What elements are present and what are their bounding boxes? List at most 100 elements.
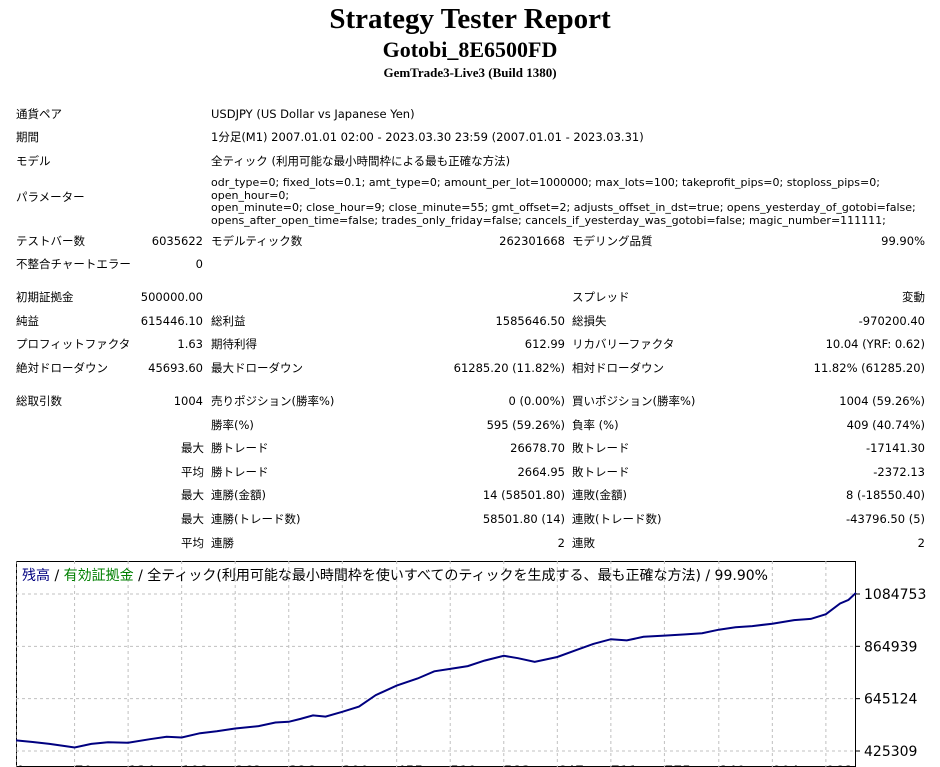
gross-loss-label: 総損失 (572, 314, 607, 328)
x-axis: 0 70 134 198 262 326 390 455 519 583 647 711 775 840 9… (16, 764, 853, 767)
short-positions-label: 売りポジション(勝率%) (211, 394, 335, 408)
x-tick-label: 390 (342, 764, 369, 767)
avg-win-value: 2664.95 (517, 465, 565, 479)
profit-factor-value: 1.63 (177, 337, 203, 351)
x-tick-label: 647 (557, 764, 584, 767)
chart-legend: 残高 / 有効証拠金 / 全ティック(利用可能な最小時間枠を使いすべてのティック… (22, 567, 768, 584)
mismatch-label: 不整合チャートエラー (16, 257, 131, 271)
server-build: GemTrade3-Live3 (Build 1380) (383, 65, 557, 80)
x-tick-label: 262 (235, 764, 262, 767)
recovery-factor-value: 10.04 (YRF: 0.62) (825, 337, 925, 351)
max-label: 最大 (181, 441, 204, 455)
largest-win-value: 26678.70 (510, 441, 565, 455)
avg-win-label: 勝トレード (211, 465, 269, 479)
max-label: 最大 (181, 488, 204, 502)
params-line: opens_after_open_time=false; trades_only… (211, 213, 886, 227)
gross-loss-value: -970200.40 (858, 314, 925, 328)
x-tick-label: 711 (611, 764, 638, 767)
x-tick-label: 0 (16, 764, 25, 767)
long-positions-value: 1004 (59.26%) (839, 394, 925, 408)
net-profit-label: 純益 (16, 314, 39, 328)
consec-losses-count-label: 連敗(トレード数) (572, 512, 662, 526)
x-tick-label: 326 (289, 764, 316, 767)
test-bars-value: 6035622 (151, 234, 203, 248)
model-ticks-value: 262301668 (499, 234, 565, 248)
largest-win-label: 勝トレード (211, 441, 269, 455)
consec-wins-count-value: 58501.80 (14) (482, 512, 565, 526)
recovery-factor-label: リカバリーファクタ (572, 337, 675, 351)
legend-equity: 有効証拠金 (64, 568, 134, 584)
legend-description: / 全ティック(利用可能な最小時間枠を使いすべてのティックを生成する、最も正確な… (134, 567, 768, 584)
report-title: Strategy Tester Report (329, 3, 611, 35)
consec-losses-count-value: -43796.50 (5) (846, 512, 925, 526)
largest-loss-label: 敗トレード (572, 441, 630, 455)
win-rate-value: 595 (59.26%) (486, 418, 565, 432)
net-profit-value: 615446.10 (140, 314, 203, 328)
test-bars-label: テストバー数 (16, 234, 85, 248)
x-tick-label: 840 (719, 764, 746, 767)
legend-balance: 残高 (22, 567, 50, 584)
x-tick-label: 519 (450, 764, 477, 767)
long-positions-label: 買いポジション(勝率%) (572, 394, 696, 408)
y-axis: 1084753 864939 645124 425309 (856, 587, 926, 760)
loss-rate-value: 409 (40.74%) (846, 418, 925, 432)
rel-drawdown-value: 11.82% (61285.20) (813, 361, 925, 375)
short-positions-value: 0 (0.00%) (508, 394, 565, 408)
x-tick-label: 904 (772, 764, 799, 767)
consec-wins-amount-label: 連勝(金額) (211, 488, 266, 502)
plot-frame (16, 561, 856, 767)
loss-rate-label: 負率 (%) (572, 418, 619, 432)
balance-chart: 残高 / 有効証拠金 / 全ティック(利用可能な最小時間枠を使いすべてのティック… (16, 561, 926, 767)
grid (16, 561, 856, 767)
expert-name: Gotobi_8E6500FD (382, 37, 558, 62)
max-drawdown-value: 61285.20 (11.82%) (453, 361, 565, 375)
avg-loss-label: 敗トレード (572, 465, 630, 479)
avg-loss-value: -2372.13 (873, 465, 925, 479)
period-value: 1分足(M1) 2007.01.01 02:00 - 2023.03.30 23… (211, 130, 644, 144)
max-label: 最大 (181, 512, 204, 526)
params-line: odr_type=0; fixed_lots=0.1; amt_type=0; … (211, 176, 880, 202)
model-quality-value: 99.90% (881, 234, 925, 248)
params-value: odr_type=0; fixed_lots=0.1; amt_type=0; … (211, 176, 936, 227)
balance-line (16, 592, 857, 749)
legend-separator: / (50, 568, 64, 584)
params-line: open_minute=0; close_hour=9; close_minut… (211, 201, 916, 214)
x-tick-label: 455 (397, 764, 424, 767)
x-tick-label: 775 (664, 764, 691, 767)
avg-consec-wins-label: 連勝 (211, 536, 234, 550)
y-tick-label: 645124 (864, 692, 918, 708)
x-tick-label: 583 (504, 764, 531, 767)
model-label: モデル (16, 154, 51, 168)
total-trades-value: 1004 (173, 394, 203, 408)
model-value: 全ティック (利用可能な最小時間枠による最も正確な方法) (211, 154, 511, 168)
total-trades-label: 総取引数 (16, 394, 62, 408)
abs-drawdown-label: 絶対ドローダウン (16, 361, 108, 375)
spread-value: 変動 (902, 290, 925, 304)
model-quality-label: モデリング品質 (572, 234, 653, 248)
avg-label: 平均 (181, 536, 204, 550)
y-tick-label: 1084753 (864, 587, 926, 603)
gross-profit-value: 1585646.50 (495, 314, 565, 328)
params-label: パラメーター (16, 190, 85, 204)
consec-losses-amount-label: 連敗(金額) (572, 488, 627, 502)
profit-factor-label: プロフィットファクタ (16, 337, 131, 351)
y-tick-label: 864939 (864, 639, 917, 655)
consec-wins-count-label: 連勝(トレード数) (211, 512, 301, 526)
initial-deposit-value: 500000.00 (140, 290, 203, 304)
gross-profit-label: 総利益 (211, 314, 246, 328)
x-tick-label: 70 (75, 764, 93, 767)
pair-value: USDJPY (US Dollar vs Japanese Yen) (211, 107, 415, 121)
largest-loss-value: -17141.30 (865, 441, 925, 455)
avg-consec-wins-value: 2 (557, 536, 565, 550)
x-tick-label: 198 (182, 764, 209, 767)
max-drawdown-label: 最大ドローダウン (211, 361, 303, 375)
rel-drawdown-label: 相対ドローダウン (572, 361, 664, 375)
avg-consec-losses-label: 連敗 (572, 536, 595, 550)
initial-deposit-label: 初期証拠金 (16, 290, 74, 304)
avg-consec-losses-value: 2 (917, 536, 925, 550)
model-ticks-label: モデルティック数 (211, 234, 303, 248)
avg-label: 平均 (181, 465, 204, 479)
pair-label: 通貨ペア (16, 107, 62, 121)
expected-payoff-label: 期待利得 (211, 337, 257, 351)
consec-wins-amount-value: 14 (58501.80) (482, 488, 565, 502)
